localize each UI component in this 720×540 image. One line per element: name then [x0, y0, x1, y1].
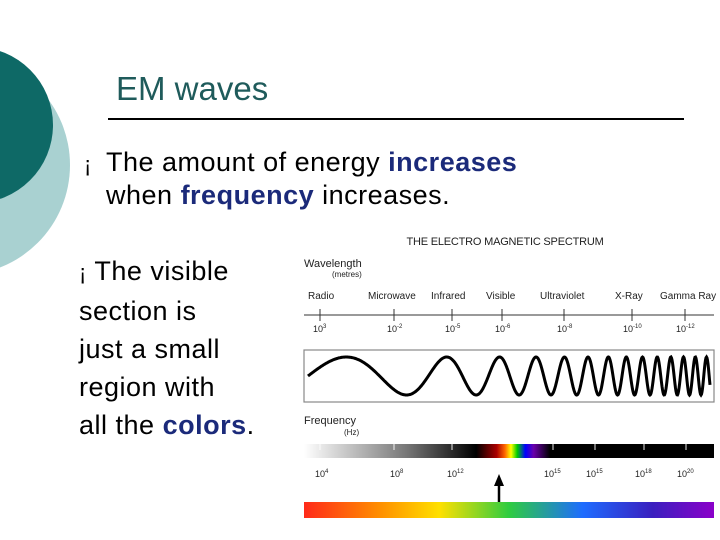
bullet2-line3: just a small [79, 334, 221, 364]
freq-tick-6: 1020 [677, 469, 694, 479]
bullet-marker: ¡ [84, 152, 92, 177]
freq-tick-5: 1018 [635, 469, 652, 479]
title-divider [108, 118, 684, 120]
wl-tick-3: 10-6 [495, 324, 511, 334]
decorative-circles [0, 51, 70, 268]
bullet2-period: . [246, 410, 255, 440]
highlight-colors: colors [162, 410, 247, 440]
freq-tick-2: 1012 [447, 469, 464, 479]
band-visible: Visible [486, 291, 516, 302]
freq-tick-0: 104 [315, 469, 329, 479]
frequency-unit: (Hz) [344, 428, 359, 437]
spectrum-title: THE ELECTRO MAGNETIC SPECTRUM [406, 236, 604, 248]
bullet1-text: The amount of energy [106, 147, 389, 177]
band-infrared: Infrared [431, 291, 465, 302]
bullet2-line5: all the [79, 410, 163, 440]
wl-tick-4: 10-8 [557, 324, 573, 334]
wl-tick-0: 103 [313, 324, 327, 334]
highlight-increases: increases [388, 147, 518, 177]
wl-tick-6: 10-12 [676, 324, 695, 334]
bullet-energy: ¡ The amount of energy increases when fr… [84, 146, 684, 212]
frequency-label: Frequency [304, 415, 356, 427]
highlight-frequency: frequency [180, 180, 315, 210]
bullet-marker: ¡ [79, 260, 87, 285]
frequency-bar [304, 444, 714, 458]
bullet1-text3: increases. [314, 180, 451, 210]
wl-tick-2: 10-5 [445, 324, 461, 334]
arrow-head [494, 474, 504, 486]
bullet1-text2: when [106, 180, 181, 210]
freq-tick-4: 1015 [586, 469, 603, 479]
slide-title: EM waves [116, 70, 269, 107]
freq-tick-1: 108 [390, 469, 404, 479]
em-spectrum-diagram: Wavelength (metres) Radio Microwave Infr… [303, 258, 716, 518]
wavelength-label: Wavelength [304, 258, 362, 270]
band-ultraviolet: Ultraviolet [540, 291, 585, 302]
freq-tick-3: 1015 [544, 469, 561, 479]
band-radio: Radio [308, 291, 335, 302]
wave-line [307, 354, 712, 398]
bullet2-line1: The visible [94, 256, 229, 286]
visible-spectrum-bar [304, 502, 714, 518]
bullet-visible: ¡ The visible section is just a small re… [79, 252, 299, 444]
wl-tick-1: 10-2 [387, 324, 403, 334]
bullet2-line2: section is [79, 296, 197, 326]
wavelength-unit: (metres) [332, 270, 362, 279]
band-x-ray: X-Ray [615, 291, 643, 302]
band-microwave: Microwave [368, 291, 416, 302]
band-gamma-ray: Gamma Ray [660, 291, 716, 302]
bullet2-line4: region with [79, 372, 216, 402]
wl-tick-5: 10-10 [623, 324, 642, 334]
